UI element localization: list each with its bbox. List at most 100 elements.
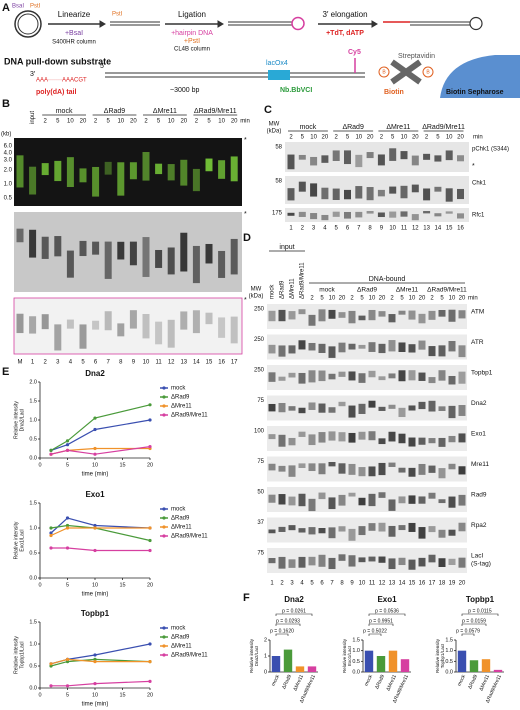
label: 50	[257, 490, 264, 496]
gel-band	[16, 228, 24, 243]
gel	[14, 138, 242, 206]
data-point	[49, 664, 53, 668]
gel-band	[418, 372, 426, 381]
gel-band	[358, 526, 366, 536]
label: ΔMre11	[386, 124, 410, 131]
gel-band	[308, 463, 316, 472]
bracket	[461, 633, 475, 636]
gel-band	[348, 528, 356, 541]
label: *	[244, 211, 247, 218]
data-point	[148, 642, 152, 646]
label: AAA·······AAACGT	[36, 78, 87, 84]
gel-band	[29, 166, 37, 195]
label: 19	[449, 581, 456, 587]
label: 5	[440, 296, 444, 302]
bracket	[461, 623, 487, 626]
label: 9	[380, 226, 384, 232]
data-point	[93, 548, 97, 553]
bracket	[275, 633, 289, 636]
gel-band	[104, 161, 112, 175]
label: 5	[301, 135, 305, 141]
label: 20	[412, 135, 419, 141]
x-tick-label: 0	[38, 462, 41, 468]
label: 13	[180, 360, 187, 366]
gel-band	[129, 162, 137, 180]
label: min	[240, 119, 250, 125]
x-tick-label: 5	[66, 462, 69, 468]
gel-band	[398, 433, 406, 444]
y-axis-label: Topbp1/LacI	[19, 641, 25, 668]
series-line	[50, 527, 150, 537]
gel-band	[167, 247, 175, 275]
legend-swatch	[162, 413, 166, 417]
label: 3	[290, 581, 294, 587]
gel-band	[288, 437, 296, 446]
label: 10	[409, 296, 416, 302]
data-point	[65, 526, 70, 530]
label: min	[473, 135, 483, 141]
gel-band	[278, 434, 286, 447]
biotin-icon	[422, 66, 434, 78]
gel-band	[92, 241, 100, 255]
gel-band	[458, 405, 466, 416]
gel-band	[332, 188, 340, 200]
gel-band	[400, 185, 408, 199]
p-value: p = 0.0115	[468, 608, 492, 614]
label: 3	[56, 360, 60, 366]
x-tick-label: ΔRad9	[374, 674, 386, 691]
label: +BsaI	[65, 30, 83, 37]
gel-band	[458, 345, 466, 358]
label: +hairpin DNA	[171, 30, 213, 37]
label: 250	[254, 307, 265, 313]
gel-band	[428, 526, 436, 533]
data-point	[49, 526, 53, 530]
label: 20	[231, 119, 238, 125]
gel-band	[298, 407, 306, 414]
label: pChk1 (S344)	[472, 147, 509, 153]
y-tick-label: 1.5	[445, 637, 453, 643]
chart-title: Topbp1	[466, 595, 495, 604]
gel-band	[368, 309, 376, 321]
label: Exo1	[471, 431, 486, 438]
gel-band	[129, 241, 137, 266]
gel-band	[445, 150, 453, 161]
label: 9	[132, 360, 136, 366]
label: 3′ elongation	[322, 10, 367, 19]
gel-band	[54, 160, 62, 182]
chart-title: Exo1	[85, 490, 105, 499]
label: 5	[391, 135, 395, 141]
gel-band	[41, 236, 49, 259]
label: CL4B column	[174, 47, 210, 53]
label: B	[382, 69, 386, 75]
gel-band	[438, 310, 446, 317]
gel-band	[328, 407, 336, 413]
arrowhead	[99, 20, 106, 28]
gel-band	[268, 434, 276, 440]
gel-band	[398, 370, 406, 382]
gel-band	[408, 370, 416, 381]
data-point	[65, 684, 70, 688]
gel-band	[398, 310, 406, 315]
legend-swatch	[162, 516, 166, 520]
data-point	[49, 546, 53, 550]
chart-title: Dna2	[85, 369, 105, 378]
bar	[283, 649, 293, 672]
y-axis-label: Topbp1/LacI	[440, 644, 445, 669]
label: 2	[390, 296, 394, 302]
label: lacOx4	[266, 60, 288, 67]
label: 4.0	[4, 151, 13, 157]
gel-band	[298, 309, 306, 315]
gel-band	[398, 496, 406, 504]
gel	[267, 548, 467, 573]
y-tick-label: 1.0	[29, 417, 37, 423]
plasmid	[14, 10, 42, 38]
x-axis-label: time (min)	[82, 592, 109, 598]
gel-band	[338, 312, 346, 318]
p-value: p = 0.0536	[375, 608, 399, 614]
gel-band	[423, 153, 431, 160]
label: 10	[310, 135, 317, 141]
gel-band	[278, 309, 286, 322]
label: ΔRad9/Mre11	[427, 287, 467, 294]
gel-band	[408, 495, 416, 504]
gel-band	[268, 310, 276, 322]
